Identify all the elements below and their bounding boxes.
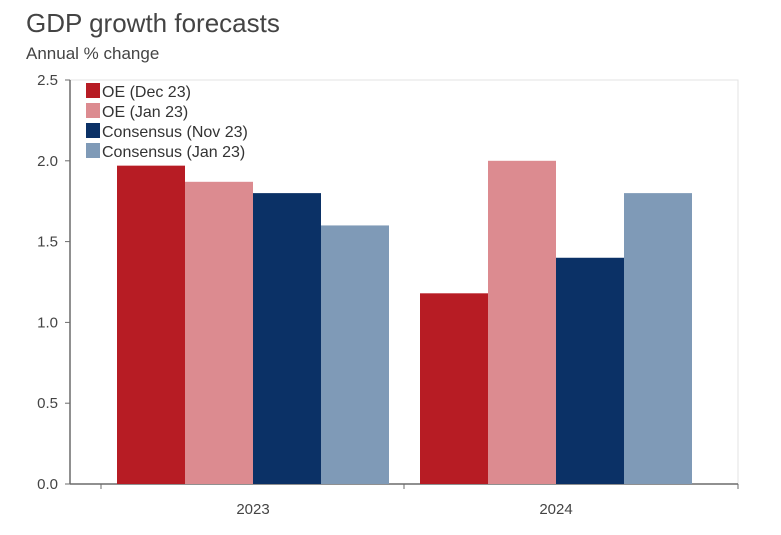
bar [321, 225, 389, 484]
y-tick-label: 0.5 [37, 395, 58, 412]
legend-label: Consensus (Jan 23) [102, 144, 245, 161]
legend-label: Consensus (Nov 23) [102, 124, 248, 141]
legend-swatch [86, 123, 100, 138]
legend-swatch [86, 83, 100, 98]
y-tick-label: 1.5 [37, 234, 58, 251]
legend-label: OE (Dec 23) [102, 84, 191, 101]
legend: OE (Dec 23) OE (Jan 23) Consensus (Nov 23)… [86, 83, 248, 161]
legend-label: OE (Jan 23) [102, 104, 188, 121]
bar [556, 257, 624, 484]
x-tick-label: 2024 [539, 501, 572, 518]
chart-title: GDP growth forecasts [26, 8, 280, 38]
y-axis: 0.0 0.5 1.0 1.5 2.0 2.5 [37, 72, 70, 493]
bars [117, 160, 692, 485]
bar [117, 165, 185, 484]
bar [185, 181, 253, 485]
bar [488, 160, 556, 485]
bar [420, 293, 488, 484]
y-tick-label: 2.5 [37, 72, 58, 89]
chart-subtitle: Annual % change [26, 44, 160, 63]
x-tick-label: 2023 [236, 501, 269, 518]
x-axis: 2023 2024 [100, 484, 739, 518]
bar [253, 193, 321, 484]
bar [624, 193, 692, 484]
y-tick-label: 1.0 [37, 314, 58, 331]
legend-swatch [86, 103, 100, 118]
y-tick-label: 2.0 [37, 153, 58, 170]
y-tick-label: 0.0 [37, 476, 58, 493]
legend-swatch [86, 143, 100, 158]
